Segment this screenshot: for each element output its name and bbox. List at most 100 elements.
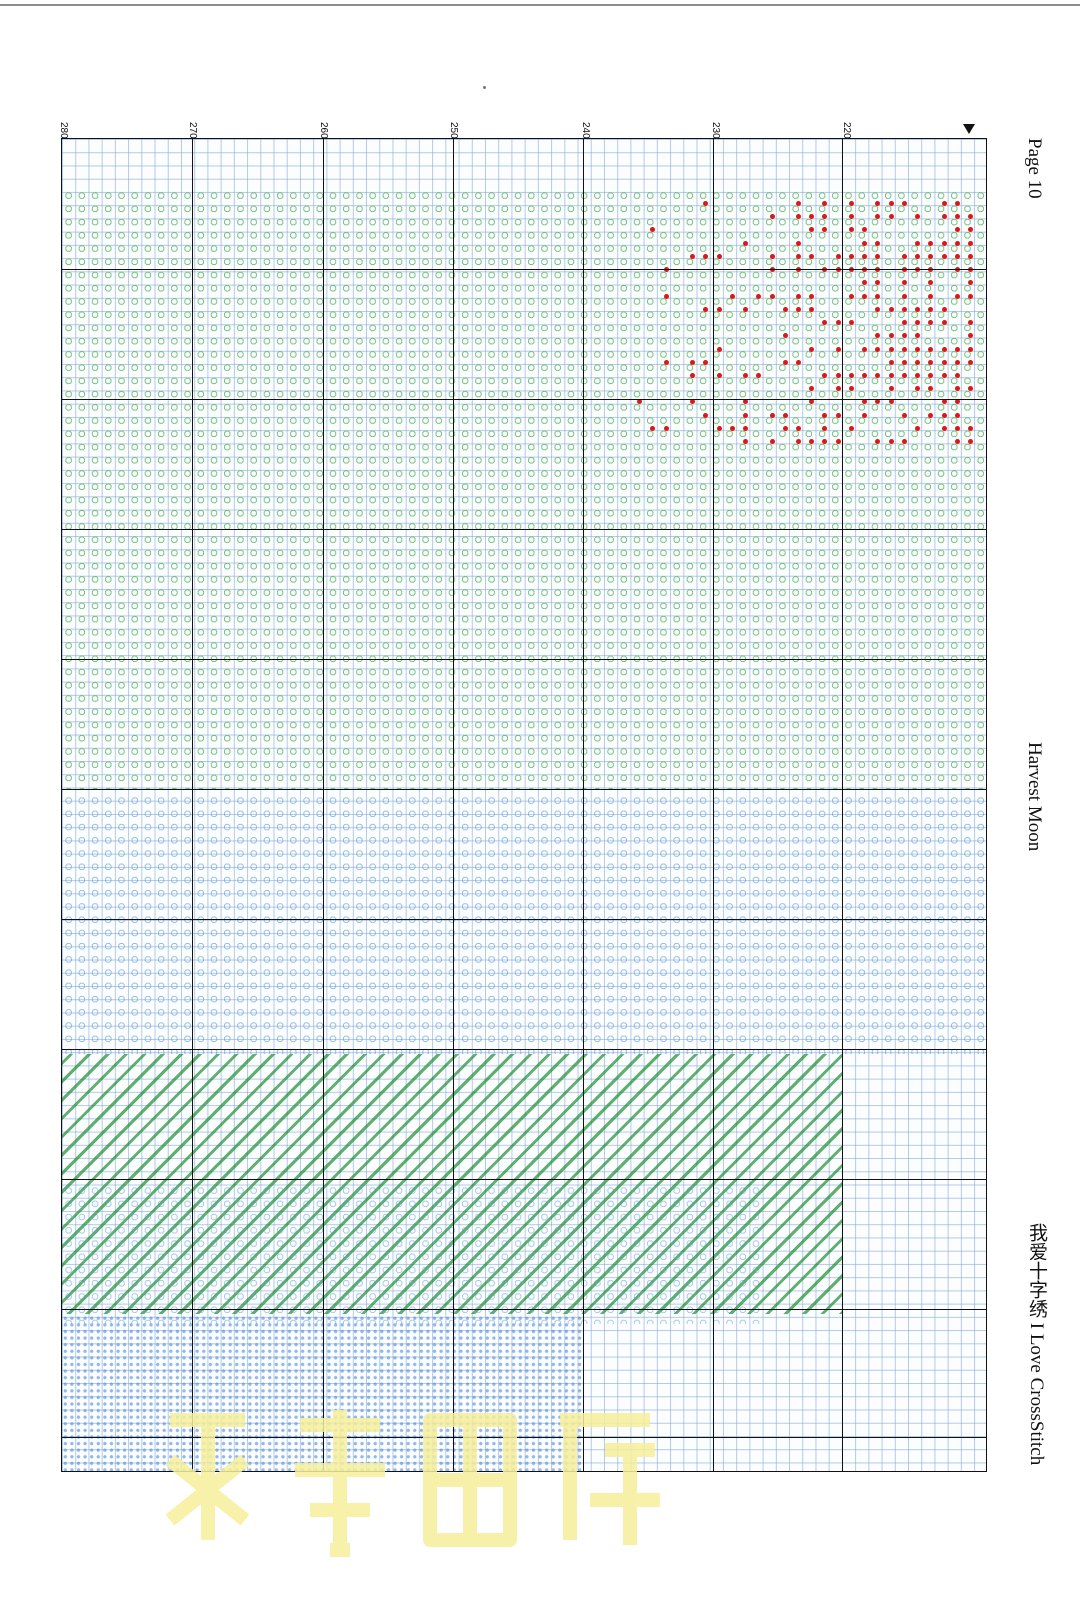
- red-stitch-symbol: [794, 424, 803, 433]
- red-stitch-symbol: [900, 437, 909, 446]
- red-stitch-symbol: [900, 278, 909, 287]
- red-stitch-symbol: [715, 345, 724, 354]
- red-stitch-symbol: [940, 212, 949, 221]
- red-stitch-symbol: [741, 437, 750, 446]
- red-stitch-symbol: [728, 292, 737, 301]
- red-stitch-symbol: [953, 212, 962, 221]
- column-marker: 270: [187, 122, 198, 139]
- red-stitch-symbol: [781, 411, 790, 420]
- red-stitch-symbol: [794, 305, 803, 314]
- column-marker: 220: [841, 122, 852, 139]
- red-stitch-symbol: [887, 345, 896, 354]
- red-stitch-symbol: [940, 358, 949, 367]
- symbol-band: [62, 794, 988, 1054]
- red-stitch-symbol: [807, 397, 816, 406]
- red-stitch-symbol: [794, 252, 803, 261]
- grid-major-line: [62, 1309, 986, 1310]
- red-stitch-symbol: [741, 305, 750, 314]
- red-stitch-symbol: [953, 252, 962, 261]
- red-stitch-symbol: [847, 225, 856, 234]
- page-label: Page 10: [1024, 138, 1045, 199]
- red-stitch-symbol: [953, 411, 962, 420]
- red-stitch-symbol: [900, 305, 909, 314]
- red-stitch-symbol: [873, 305, 882, 314]
- red-stitch-symbol: [820, 212, 829, 221]
- red-stitch-symbol: [794, 437, 803, 446]
- red-stitch-symbol: [715, 424, 724, 433]
- red-stitch-symbol: [966, 358, 975, 367]
- symbol-band: [62, 1184, 762, 1324]
- red-stitch-symbol: [953, 292, 962, 301]
- grid-major-line: [62, 529, 986, 530]
- grid-major-line: [192, 139, 193, 1471]
- grid-major-line: [62, 1437, 986, 1438]
- red-stitch-symbol: [688, 252, 697, 261]
- red-stitch-symbol: [741, 371, 750, 380]
- red-stitch-symbol: [913, 371, 922, 380]
- red-stitch-symbol: [820, 371, 829, 380]
- red-stitch-symbol: [701, 305, 710, 314]
- red-stitch-symbol: [635, 397, 644, 406]
- red-stitch-symbol: [847, 384, 856, 393]
- red-stitch-symbol: [807, 305, 816, 314]
- red-stitch-symbol: [913, 331, 922, 340]
- column-marker: 280: [58, 122, 69, 139]
- red-stitch-symbol: [953, 345, 962, 354]
- red-stitch-symbol: [913, 305, 922, 314]
- red-stitch-symbol: [966, 212, 975, 221]
- red-stitch-symbol: [913, 239, 922, 248]
- red-stitch-symbol: [728, 424, 737, 433]
- red-stitch-symbol: [887, 371, 896, 380]
- red-stitch-symbol: [701, 411, 710, 420]
- red-stitch-symbol: [807, 384, 816, 393]
- red-stitch-symbol: [873, 331, 882, 340]
- red-stitch-symbol: [913, 252, 922, 261]
- red-stitch-symbol: [926, 252, 935, 261]
- grid-major-line: [62, 399, 986, 400]
- red-stitch-symbol: [688, 371, 697, 380]
- red-stitch-symbol: [834, 411, 843, 420]
- red-stitch-symbol: [926, 239, 935, 248]
- red-stitch-symbol: [926, 318, 935, 327]
- red-stitch-symbol: [900, 331, 909, 340]
- red-stitch-symbol: [940, 371, 949, 380]
- red-stitch-symbol: [781, 331, 790, 340]
- red-stitch-symbol: [834, 384, 843, 393]
- red-stitch-symbol: [900, 292, 909, 301]
- red-stitch-symbol: [820, 199, 829, 208]
- red-stitch-symbol: [940, 305, 949, 314]
- red-stitch-symbol: [887, 212, 896, 221]
- red-stitch-symbol: [953, 358, 962, 367]
- watermark-logo: [165, 1410, 660, 1557]
- red-stitch-symbol: [768, 292, 777, 301]
- red-stitch-symbol: [900, 199, 909, 208]
- grid-major-line: [713, 139, 714, 1471]
- red-stitch-symbol: [940, 239, 949, 248]
- red-stitch-symbol: [887, 358, 896, 367]
- red-stitch-symbol: [926, 345, 935, 354]
- red-stitch-symbol: [781, 305, 790, 314]
- red-stitch-symbol: [953, 424, 962, 433]
- red-stitch-symbol: [900, 358, 909, 367]
- red-stitch-symbol: [873, 278, 882, 287]
- grid-major-line: [62, 659, 986, 660]
- red-stitch-symbol: [873, 199, 882, 208]
- red-stitch-symbol: [887, 199, 896, 208]
- red-stitch-symbol: [781, 424, 790, 433]
- red-stitch-symbol: [794, 199, 803, 208]
- red-stitch-symbol: [701, 199, 710, 208]
- red-stitch-symbol: [873, 371, 882, 380]
- red-stitch-symbol: [754, 371, 763, 380]
- red-stitch-symbol: [940, 397, 949, 406]
- red-stitch-symbol: [834, 437, 843, 446]
- red-stitch-symbol: [873, 212, 882, 221]
- symbol-band: [62, 1315, 582, 1471]
- red-stitch-symbol: [701, 358, 710, 367]
- grid-major-line: [583, 139, 584, 1471]
- center-arrow-top: [963, 124, 975, 134]
- red-stitch-symbol: [847, 424, 856, 433]
- red-stitch-symbol: [873, 239, 882, 248]
- red-stitch-symbol: [926, 292, 935, 301]
- red-stitch-symbol: [847, 318, 856, 327]
- dust-speck: [483, 86, 486, 89]
